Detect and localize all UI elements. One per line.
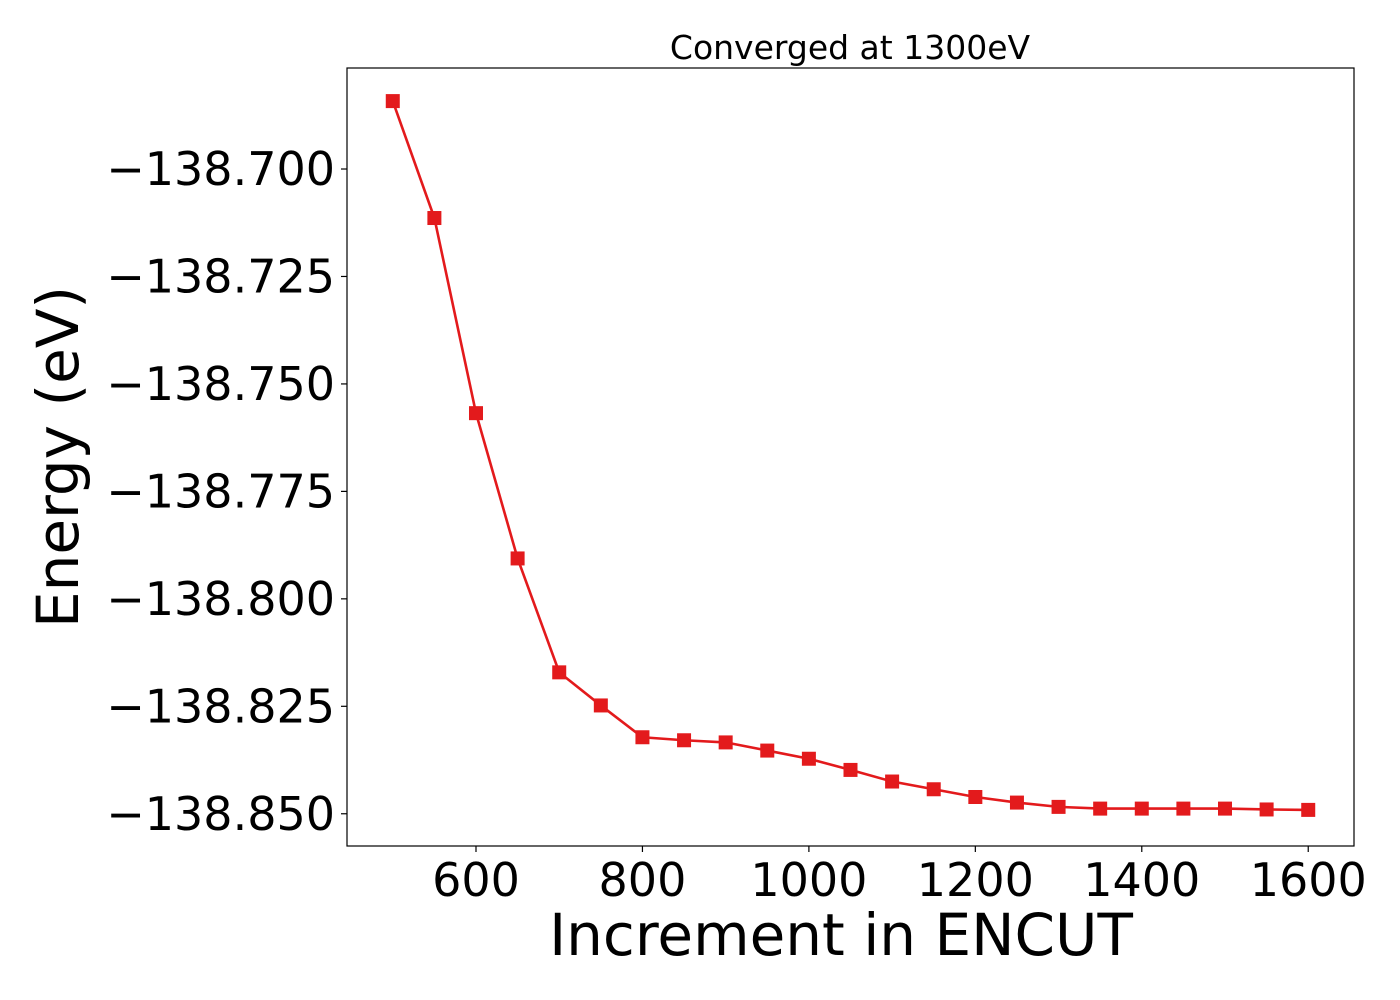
data-point bbox=[510, 551, 525, 566]
y-tick-label: −138.800 bbox=[106, 572, 335, 626]
data-point bbox=[677, 733, 692, 748]
x-tick-label: 600 bbox=[432, 853, 520, 907]
data-point bbox=[760, 743, 775, 758]
data-point bbox=[593, 698, 608, 713]
data-point bbox=[1218, 801, 1233, 816]
y-tick-label: −138.700 bbox=[106, 142, 335, 196]
x-tick-label: 1000 bbox=[750, 853, 867, 907]
data-point bbox=[843, 762, 858, 777]
data-point bbox=[468, 406, 483, 421]
x-axis: 600 800 1000 1200 1400 1600 bbox=[432, 846, 1367, 907]
data-point bbox=[1134, 801, 1149, 816]
x-axis-label: Increment in ENCUT bbox=[549, 901, 1133, 969]
data-point bbox=[1301, 802, 1316, 817]
data-point bbox=[385, 94, 400, 109]
y-tick-label: −138.850 bbox=[106, 787, 335, 841]
chart-title: Converged at 1300eV bbox=[670, 28, 1031, 67]
data-point bbox=[1176, 801, 1191, 816]
data-point bbox=[635, 730, 650, 745]
data-point bbox=[926, 782, 941, 797]
data-point bbox=[1093, 801, 1108, 816]
data-point bbox=[718, 735, 733, 750]
data-point bbox=[885, 774, 900, 789]
series-layer bbox=[385, 94, 1316, 817]
y-axis-label: Energy (eV) bbox=[24, 286, 92, 628]
data-point bbox=[427, 211, 442, 226]
data-point bbox=[1259, 802, 1274, 817]
y-tick-label: −138.775 bbox=[106, 464, 335, 518]
x-tick-label: 1200 bbox=[917, 853, 1034, 907]
x-tick-label: 800 bbox=[599, 853, 687, 907]
data-point bbox=[1009, 795, 1024, 810]
data-point bbox=[801, 751, 816, 766]
y-tick-label: −138.825 bbox=[106, 679, 335, 733]
x-tick-label: 1600 bbox=[1250, 853, 1367, 907]
data-point bbox=[1051, 799, 1066, 814]
data-point bbox=[968, 789, 983, 804]
y-tick-label: −138.750 bbox=[106, 357, 335, 411]
data-point bbox=[552, 665, 567, 680]
y-tick-label: −138.725 bbox=[106, 249, 335, 303]
y-axis: −138.700 −138.725 −138.750 −138.775 −138.800… bbox=[106, 142, 347, 841]
x-tick-label: 1400 bbox=[1083, 853, 1200, 907]
plot-area bbox=[346, 67, 1355, 847]
